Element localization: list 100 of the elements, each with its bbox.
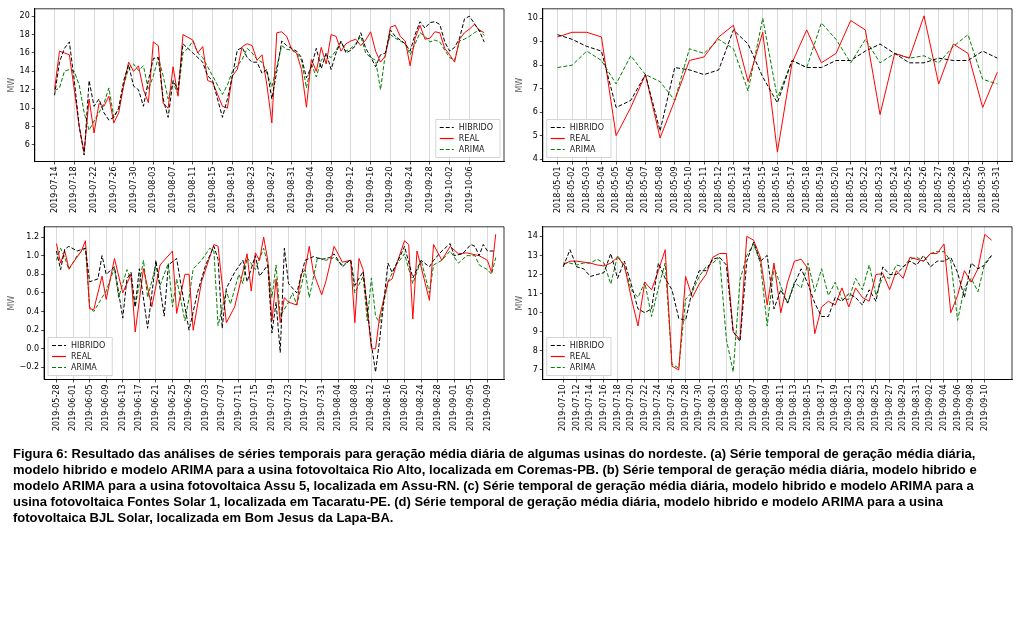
y-tick-label: 18 <box>19 29 30 39</box>
y-tick-label: 16 <box>19 48 30 58</box>
x-tick-label: 2019-09-05 <box>465 384 475 432</box>
x-tick-label: 2018-05-01 <box>552 166 562 214</box>
x-tick-label: 2019-08-21 <box>843 384 853 432</box>
x-tick-label: 2018-05-23 <box>875 166 885 214</box>
x-tick-label: 2019-08-03 <box>721 384 731 432</box>
x-tick-label: 2019-08-13 <box>789 384 799 432</box>
x-tick-label: 2018-05-20 <box>831 166 841 214</box>
x-tick-label: 2019-09-09 <box>482 384 492 432</box>
x-tick-label: 2019-08-09 <box>762 384 772 432</box>
legend-label: ARIMA <box>458 144 486 154</box>
y-tick-label: 0.8 <box>26 269 40 279</box>
x-tick-label: 2019-08-04 <box>333 384 343 432</box>
x-tick-label: 2019-07-26 <box>108 166 118 214</box>
y-tick-label: 10 <box>527 13 538 23</box>
x-tick-label: 2019-08-19 <box>830 384 840 432</box>
x-tick-label: 2019-07-22 <box>639 384 649 432</box>
x-tick-label: 2019-07-23 <box>283 384 293 432</box>
x-tick-label: 2019-07-14 <box>585 384 595 432</box>
x-tick-label: 2018-05-28 <box>948 166 958 214</box>
x-tick-label: 2018-05-14 <box>743 166 753 214</box>
x-tick-label: 2019-09-08 <box>326 166 336 214</box>
x-tick-label: 2019-09-20 <box>385 166 395 214</box>
y-tick-label: 5 <box>532 130 538 140</box>
line-series <box>562 241 993 342</box>
text: Figura 6: Resultado das análises de séries temporais para geração média diária de algumas usinas do nordeste. (a) Série temporal de geração média diária, modelo hibrido e modelo ARIMA para a usina fotovoltaica Rio Alto, localizada em Coremas-PB. (b) Série temporal de geração média diária, modelo hibrido e modelo ARIMA para a usina fotovoltaica Assu 5, localizada em Assu-RN. (c) Série temporal de geração média diária, modelo hibrido e modelo ARIMA para a usina fotovoltaica Fontes Solar 1, localizada em Tacaratu-PE. (d) Série temporal de geração média diária, modelo hibrido e modelo ARIMA para a usina fotovoltaica BJL Solar, localizada em Bom Jesus da Lapa-BA. <box>13 446 978 526</box>
y-tick-label: 20 <box>19 11 30 21</box>
x-tick-label: 2018-05-11 <box>699 166 709 214</box>
x-tick-label: 2018-05-19 <box>816 166 826 214</box>
y-tick-label: 1.0 <box>26 250 40 260</box>
x-tick-label: 2018-05-30 <box>977 166 987 214</box>
legend-label: REAL <box>569 133 591 143</box>
legend-label: ARIMA <box>71 362 98 372</box>
x-tick-label: 2018-05-24 <box>889 166 899 214</box>
x-tick-label: 2019-07-14 <box>49 166 59 214</box>
x-tick-label: 2019-07-30 <box>694 384 704 432</box>
y-axis-title: MW <box>514 295 524 311</box>
x-tick-label: 2019-07-12 <box>571 384 581 432</box>
x-tick-label: 2018-05-13 <box>728 166 738 214</box>
legend-label: ARIMA <box>569 144 597 154</box>
x-tick-label: 2019-07-28 <box>680 384 690 432</box>
x-tick-label: 2019-06-21 <box>150 384 160 432</box>
x-tick-label: 2019-06-09 <box>101 384 111 432</box>
y-tick-label: 11 <box>527 288 538 298</box>
legend-label: ARIMA <box>569 362 597 372</box>
y-tick-label: 7 <box>532 365 538 375</box>
x-tick-label: 2019-08-11 <box>775 384 785 432</box>
x-tick-label: 2019-08-28 <box>432 384 442 432</box>
x-tick-label: 2019-09-12 <box>345 166 355 214</box>
y-axis-title: MW <box>6 295 16 311</box>
line-series <box>556 29 998 132</box>
x-tick-label: 2019-08-25 <box>871 384 881 432</box>
x-tick-label: 2018-05-31 <box>992 166 1002 214</box>
x-tick-label: 2019-07-19 <box>267 384 277 432</box>
x-tick-label: 2019-07-07 <box>217 384 227 432</box>
x-tick-label: 2019-07-18 <box>612 384 622 432</box>
x-tick-label: 2019-10-06 <box>464 166 474 214</box>
legend-label: HIBRIDO <box>71 340 106 350</box>
x-tick-label: 2019-08-05 <box>735 384 745 432</box>
y-tick-label: 0.6 <box>26 287 40 297</box>
x-tick-label: 2018-05-09 <box>669 166 679 214</box>
x-tick-label: 2018-05-27 <box>933 166 943 214</box>
x-tick-label: 2019-06-01 <box>68 384 78 432</box>
y-tick-label: 0.2 <box>26 325 40 335</box>
x-tick-label: 2019-07-18 <box>69 166 79 214</box>
x-tick-label: 2019-06-17 <box>134 384 144 432</box>
x-tick-label: 2018-05-10 <box>684 166 694 214</box>
x-tick-label: 2019-08-27 <box>884 384 894 432</box>
x-tick-label: 2019-08-29 <box>898 384 908 432</box>
x-tick-label: 2019-07-30 <box>128 166 138 214</box>
x-tick-label: 2018-05-04 <box>596 166 606 214</box>
line-series <box>556 17 998 101</box>
legend-label: REAL <box>569 351 591 361</box>
x-tick-label: 2019-06-13 <box>117 384 127 432</box>
x-tick-label: 2019-08-31 <box>911 384 921 432</box>
x-tick-label: 2019-07-27 <box>300 384 310 432</box>
x-tick-label: 2018-05-17 <box>787 166 797 214</box>
x-tick-label: 2019-05-28 <box>51 384 61 432</box>
x-tick-label: 2019-08-20 <box>399 384 409 432</box>
y-tick-label: 0.4 <box>26 306 40 316</box>
y-tick-label: 14 <box>527 231 538 241</box>
y-axis-title: MW <box>6 77 16 93</box>
x-tick-label: 2019-09-08 <box>966 384 976 432</box>
x-tick-label: 2019-07-16 <box>599 384 609 432</box>
y-tick-label: 12 <box>527 269 538 279</box>
x-tick-label: 2018-05-02 <box>567 166 577 214</box>
x-tick-label: 2018-05-06 <box>625 166 635 214</box>
x-tick-label: 2018-05-29 <box>963 166 973 214</box>
y-tick-label: 6 <box>24 140 30 150</box>
x-tick-label: 2019-07-20 <box>626 384 636 432</box>
y-tick-label: 0.0 <box>26 343 40 353</box>
x-tick-label: 2019-08-07 <box>168 166 178 214</box>
x-tick-label: 2019-07-03 <box>200 384 210 432</box>
legend-label: HIBRIDO <box>458 122 494 132</box>
x-tick-label: 2018-05-07 <box>640 166 650 214</box>
y-tick-label: 1.2 <box>26 232 40 242</box>
x-tick-label: 2019-08-03 <box>148 166 158 214</box>
x-tick-label: 2019-08-07 <box>748 384 758 432</box>
y-tick-label: 8 <box>24 121 30 131</box>
